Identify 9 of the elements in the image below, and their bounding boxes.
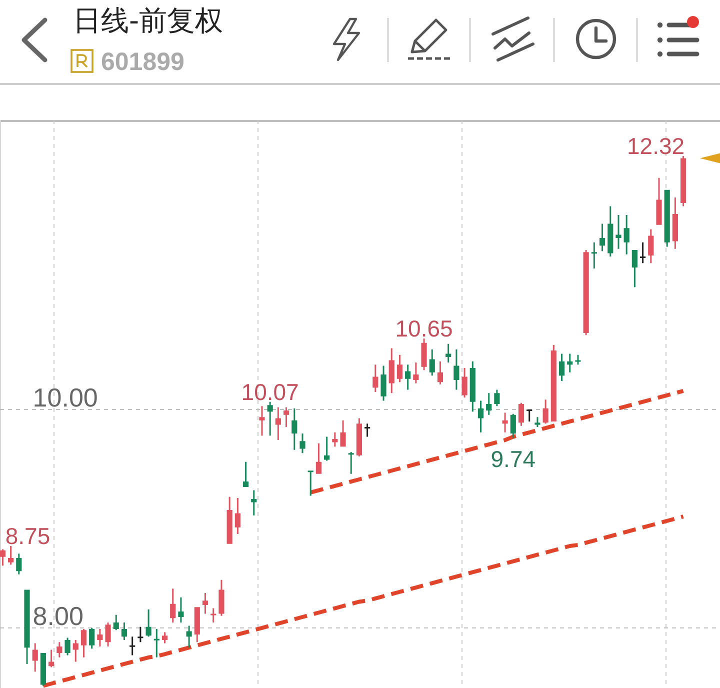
y-tick-label: 8.00 <box>32 600 84 631</box>
text: 9.74 <box>490 446 536 472</box>
text: 8.75 <box>5 523 50 549</box>
text: 10.07 <box>241 378 299 405</box>
text: 10.65 <box>395 315 453 342</box>
chart-subtitle: 601899 <box>101 48 184 76</box>
chart-title: 日线-前复权 <box>73 4 224 37</box>
y-tick-label: 10.00 <box>32 382 98 412</box>
text: 12.32 <box>627 133 685 160</box>
